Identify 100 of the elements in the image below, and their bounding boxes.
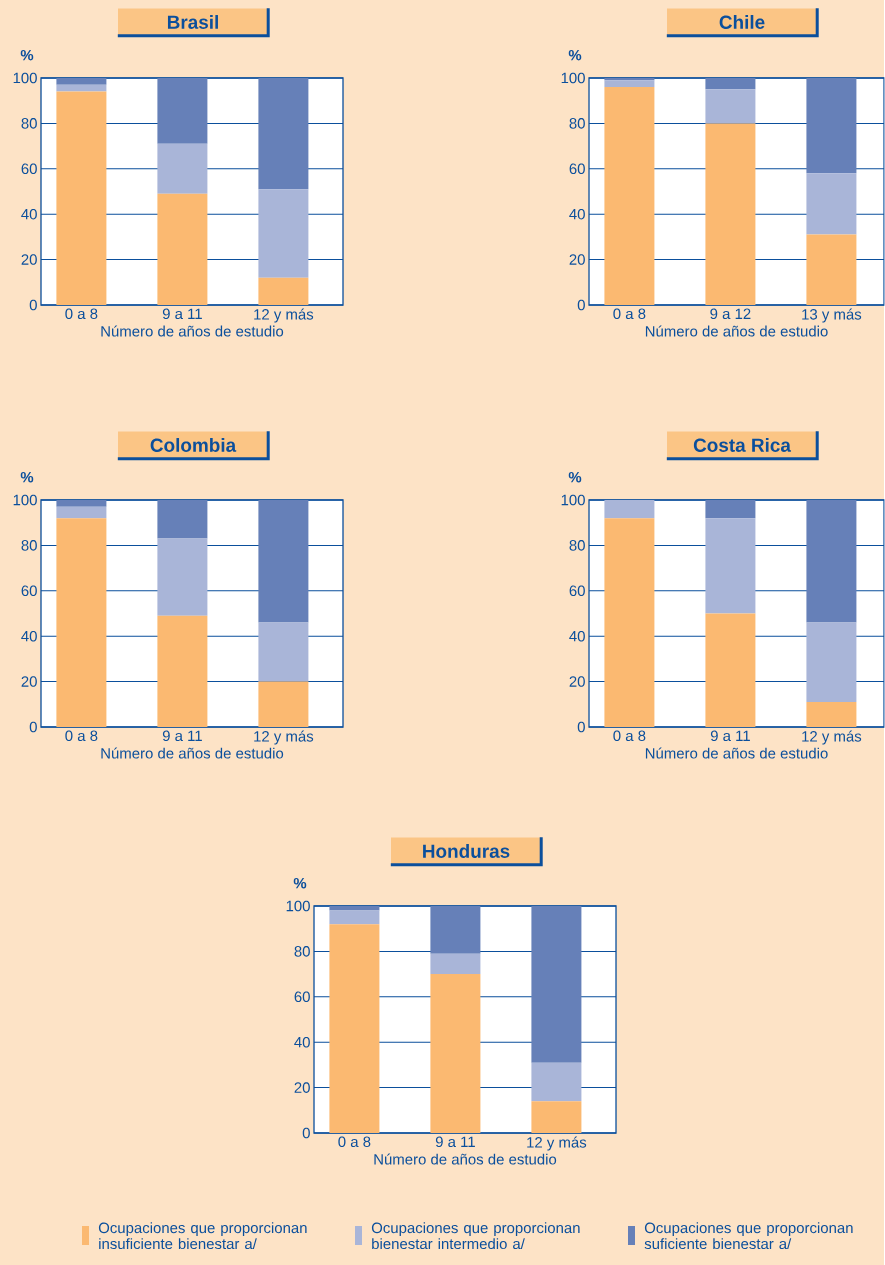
x-axis-title: Número de años de estudio bbox=[101, 325, 284, 337]
bar bbox=[56, 84, 107, 92]
chart-title: Chile bbox=[719, 15, 765, 29]
bar bbox=[157, 193, 208, 305]
y-axis-title: % bbox=[20, 471, 34, 483]
x-tick-label: 9 a 11 bbox=[163, 730, 203, 742]
y-tick-label: 0 bbox=[29, 721, 38, 733]
bar bbox=[56, 77, 107, 85]
x-tick-label: 9 a 11 bbox=[711, 730, 751, 742]
y-tick-label: 20 bbox=[569, 254, 586, 265]
y-tick-label: 40 bbox=[21, 630, 38, 642]
x-tick-label: 12 y más bbox=[254, 308, 314, 323]
bar bbox=[258, 277, 309, 305]
bar bbox=[806, 622, 857, 703]
bar bbox=[56, 91, 107, 305]
y-tick-label: 0 bbox=[29, 299, 38, 311]
bar bbox=[604, 499, 655, 519]
y-tick-label: 0 bbox=[577, 299, 586, 311]
y-tick-label: 60 bbox=[294, 991, 311, 1003]
bar bbox=[157, 143, 208, 194]
bar bbox=[806, 702, 857, 727]
y-axis-title: % bbox=[293, 877, 307, 889]
bar bbox=[806, 234, 857, 305]
y-tick-label: 100 bbox=[13, 72, 38, 84]
x-axis-title: Número de años de estudio bbox=[101, 747, 284, 759]
bar bbox=[705, 518, 756, 614]
bar bbox=[430, 906, 481, 954]
y-tick-label: 60 bbox=[569, 585, 586, 597]
chart-title: Honduras bbox=[423, 844, 510, 858]
bar bbox=[157, 499, 208, 539]
y-tick-label: 40 bbox=[21, 208, 38, 220]
bar bbox=[430, 974, 481, 1133]
x-tick-label: 0 a 8 bbox=[338, 1136, 371, 1148]
bar bbox=[258, 622, 309, 682]
x-tick-label: 9 a 12 bbox=[710, 308, 751, 320]
chart-title: Colombia bbox=[150, 438, 237, 452]
x-tick-label: 0 a 8 bbox=[65, 308, 98, 320]
bar bbox=[705, 77, 756, 90]
y-tick-label: 80 bbox=[294, 946, 311, 957]
y-tick-label: 60 bbox=[569, 163, 586, 175]
bar bbox=[705, 613, 756, 727]
x-axis-title: Número de años de estudio bbox=[374, 1153, 557, 1165]
bar bbox=[806, 499, 857, 623]
x-tick-label: 0 a 8 bbox=[613, 730, 646, 742]
bar bbox=[806, 173, 857, 235]
bar bbox=[157, 77, 208, 144]
y-axis-title: % bbox=[20, 49, 34, 61]
y-axis-title: % bbox=[568, 471, 582, 483]
y-tick-label: 80 bbox=[21, 540, 38, 551]
x-axis-title: Número de años de estudio bbox=[646, 325, 828, 337]
y-tick-label: 100 bbox=[13, 494, 38, 506]
bar bbox=[258, 189, 309, 278]
bar bbox=[806, 77, 857, 174]
bar bbox=[157, 538, 208, 616]
bar bbox=[705, 123, 756, 305]
y-tick-label: 60 bbox=[21, 163, 38, 175]
y-axis-title: % bbox=[568, 49, 582, 61]
y-tick-label: 100 bbox=[561, 494, 586, 506]
x-tick-label: 9 a 11 bbox=[163, 308, 203, 320]
x-tick-label: 0 a 8 bbox=[613, 308, 646, 320]
bar bbox=[56, 506, 107, 519]
bar bbox=[329, 924, 380, 1133]
bar bbox=[329, 906, 380, 911]
y-tick-label: 60 bbox=[21, 585, 38, 597]
y-tick-label: 20 bbox=[21, 676, 38, 687]
bar bbox=[705, 89, 756, 124]
bar bbox=[258, 499, 309, 623]
bar bbox=[56, 518, 107, 727]
y-tick-label: 0 bbox=[302, 1127, 311, 1139]
y-tick-label: 40 bbox=[569, 630, 586, 642]
bar bbox=[531, 906, 582, 1063]
y-tick-label: 40 bbox=[294, 1036, 311, 1048]
bar bbox=[329, 910, 380, 925]
bar bbox=[705, 499, 756, 519]
legend-label: Ocupaciones que proporcionan suficiente bienestar a/ bbox=[644, 1222, 853, 1250]
y-tick-label: 80 bbox=[21, 118, 38, 129]
bar bbox=[531, 1101, 582, 1133]
bar bbox=[430, 953, 481, 975]
x-tick-label: 9 a 11 bbox=[436, 1136, 476, 1148]
y-tick-label: 40 bbox=[569, 208, 586, 220]
bar bbox=[56, 499, 107, 507]
y-tick-label: 80 bbox=[569, 118, 586, 129]
legend-label: Ocupaciones que proporcionan bienestar intermedio a/ bbox=[372, 1222, 580, 1250]
bar bbox=[604, 518, 655, 727]
x-tick-label: 12 y más bbox=[254, 730, 314, 745]
bar bbox=[157, 615, 208, 727]
y-tick-label: 20 bbox=[294, 1082, 311, 1093]
y-tick-label: 0 bbox=[577, 721, 586, 733]
y-tick-label: 100 bbox=[286, 900, 311, 912]
bar bbox=[258, 681, 309, 727]
y-tick-label: 80 bbox=[569, 540, 586, 551]
x-tick-label: 0 a 8 bbox=[65, 730, 98, 742]
bar bbox=[604, 87, 655, 305]
x-tick-label: 12 y más bbox=[527, 1136, 587, 1151]
y-tick-label: 20 bbox=[21, 254, 38, 265]
chart-title: Costa Rica bbox=[694, 438, 792, 452]
chart-title: Brasil bbox=[168, 15, 219, 29]
x-tick-label: 12 y más bbox=[802, 730, 862, 745]
bar bbox=[604, 80, 655, 88]
x-tick-label: 13 y más bbox=[802, 308, 862, 323]
